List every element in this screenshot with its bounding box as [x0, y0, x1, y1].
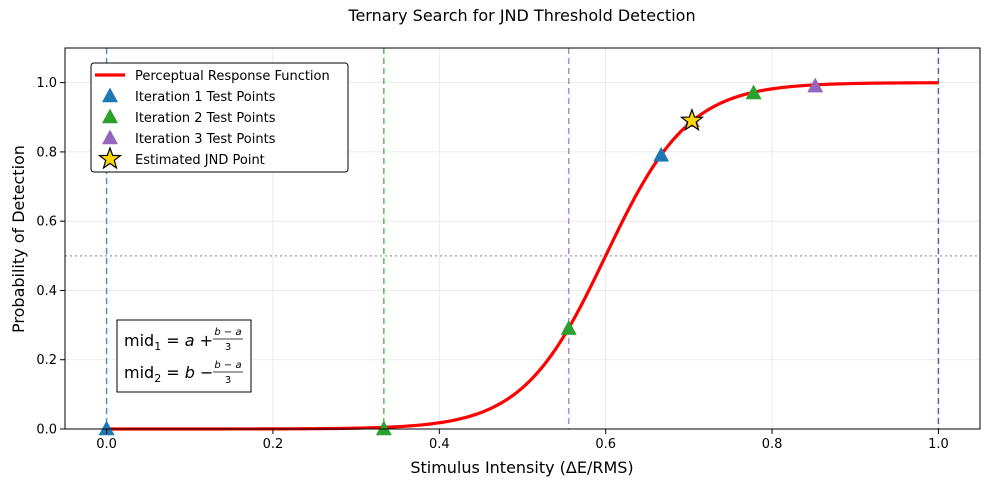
x-tick-label: 0.0 — [96, 437, 117, 452]
x-tick-label: 1.0 — [928, 437, 949, 452]
legend-label: Perceptual Response Function — [135, 69, 330, 84]
x-tick-label: 0.8 — [762, 437, 783, 452]
formula-1-numerator: b − a — [214, 327, 241, 338]
legend-label: Iteration 2 Test Points — [135, 111, 276, 126]
legend-box — [90, 62, 349, 173]
formula-line-1: mid1 = a + b − a 3 — [124, 327, 243, 353]
legend-swatch — [101, 87, 119, 103]
x-tick-label: 0.6 — [595, 437, 616, 452]
x-tick-label: 0.2 — [263, 437, 284, 452]
series-2-point — [745, 84, 762, 100]
formula-1-prefix: mid — [124, 331, 154, 350]
formula-2-subscript: 2 — [154, 372, 161, 385]
formula-box — [116, 319, 252, 393]
y-tick-label: 0.0 — [36, 423, 57, 438]
chart-title: Ternary Search for JND Threshold Detecti… — [347, 6, 695, 25]
axes-frame — [64, 47, 981, 430]
jnd-point — [679, 107, 705, 132]
y-tick-label: 0.4 — [36, 284, 57, 299]
y-tick-label: 0.2 — [36, 353, 57, 368]
legend-label: Iteration 3 Test Points — [135, 132, 276, 147]
formula-1-body: = a + — [161, 331, 213, 350]
formula-2-body: = b − — [161, 363, 213, 382]
formula-2-numerator: b − a — [214, 360, 241, 371]
y-axis-ticks: 0.0 0.2 0.4 0.6 0.8 1.0 — [36, 76, 65, 438]
legend: Perceptual Response Function Iteration 1 … — [90, 62, 349, 173]
series-1-point — [653, 146, 670, 162]
series-3-point — [807, 77, 824, 93]
formula-line-2: mid2 = b − b − a 3 — [124, 360, 243, 386]
legend-label: Estimated JND Point — [135, 153, 265, 168]
formula-2-prefix: mid — [124, 363, 154, 382]
legend-swatch — [97, 146, 123, 170]
series-2-point — [375, 420, 392, 436]
series-2-point — [560, 320, 577, 335]
series-1-point — [98, 420, 115, 436]
formula-annotation: mid1 = a + b − a 3 mid2 = b − b − a 3 — [116, 319, 252, 393]
y-tick-label: 0.8 — [36, 145, 57, 160]
y-tick-label: 0.6 — [36, 215, 57, 230]
formula-1-subscript: 1 — [154, 340, 161, 353]
x-tick-label: 0.4 — [429, 437, 450, 452]
formula-2-denominator: 3 — [225, 375, 231, 386]
legend-swatch — [101, 129, 119, 145]
svg-text:mid2 = b −: mid2 = b − — [124, 363, 213, 385]
formula-1-denominator: 3 — [225, 342, 231, 353]
svg-text:mid1 = a +: mid1 = a + — [124, 331, 213, 353]
y-tick-label: 1.0 — [36, 76, 57, 91]
legend-swatch — [101, 108, 119, 124]
y-axis-label: Probability of Detection — [9, 145, 28, 333]
x-axis-label: Stimulus Intensity (ΔE/RMS) — [410, 458, 633, 477]
legend-label: Iteration 1 Test Points — [135, 90, 276, 105]
x-axis-ticks: 0.0 0.2 0.4 0.6 0.8 1.0 — [96, 429, 949, 452]
